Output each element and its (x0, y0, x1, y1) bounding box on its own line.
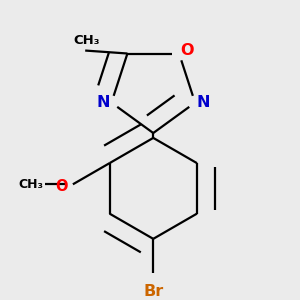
Text: N: N (97, 95, 110, 110)
Text: O: O (56, 179, 68, 194)
Text: CH₃: CH₃ (19, 178, 44, 191)
Text: CH₃: CH₃ (74, 34, 100, 46)
Text: N: N (196, 95, 210, 110)
Text: Br: Br (143, 284, 164, 299)
Text: O: O (181, 44, 194, 59)
